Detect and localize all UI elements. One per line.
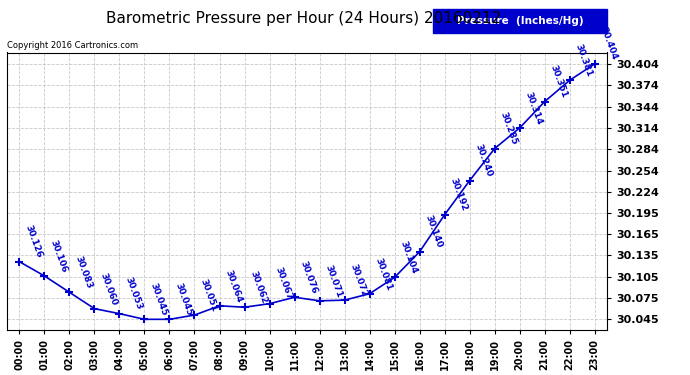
Text: 30.140: 30.140 [424,214,444,250]
Text: 30.072: 30.072 [348,262,369,298]
Text: 30.126: 30.126 [23,224,44,260]
Text: 30.067: 30.067 [274,266,294,302]
Text: 30.083: 30.083 [74,255,94,290]
Text: 30.381: 30.381 [574,43,594,78]
Text: Pressure  (Inches/Hg): Pressure (Inches/Hg) [457,16,584,26]
Text: 30.404: 30.404 [599,26,619,62]
Text: 30.051: 30.051 [199,278,219,313]
Text: Barometric Pressure per Hour (24 Hours) 20160212: Barometric Pressure per Hour (24 Hours) … [106,11,501,26]
Text: 30.106: 30.106 [48,238,69,274]
Text: 30.314: 30.314 [524,90,544,126]
Text: 30.053: 30.053 [124,276,144,312]
Text: 30.076: 30.076 [299,260,319,295]
Text: 30.060: 30.060 [99,271,119,306]
Text: 30.192: 30.192 [448,177,469,213]
Text: 30.351: 30.351 [549,64,569,99]
Text: Copyright 2016 Cartronics.com: Copyright 2016 Cartronics.com [7,41,138,50]
Text: 30.104: 30.104 [399,240,419,275]
Text: 30.071: 30.071 [324,263,344,298]
Text: 30.045: 30.045 [174,282,194,317]
Text: 30.240: 30.240 [474,143,494,178]
Text: 30.285: 30.285 [499,111,519,146]
Text: 30.081: 30.081 [374,256,394,291]
Text: 30.045: 30.045 [148,282,169,317]
Text: 30.062: 30.062 [248,270,269,305]
Text: 30.064: 30.064 [224,268,244,304]
FancyBboxPatch shape [433,9,607,33]
